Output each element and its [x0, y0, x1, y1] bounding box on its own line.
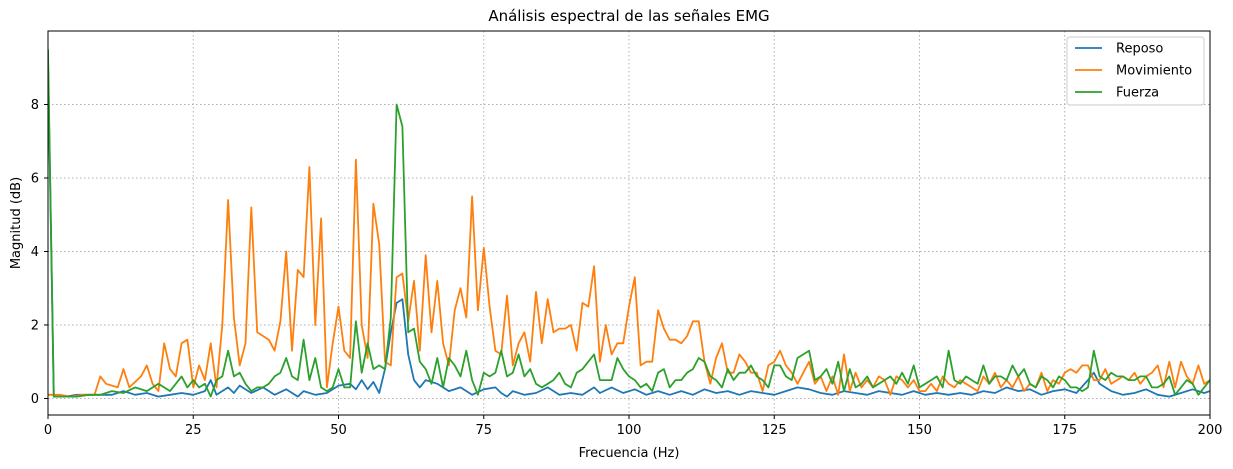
legend-label-reposo: Reposo — [1116, 42, 1163, 57]
x-tick-label: 50 — [330, 423, 347, 438]
series-line-movimiento — [48, 158, 1210, 398]
x-tick-label: 125 — [762, 423, 787, 438]
legend-label-movimiento: Movimiento — [1116, 64, 1192, 79]
series-group — [48, 49, 1210, 398]
y-tick-label: 8 — [31, 98, 39, 113]
y-axis-label: Magnitud (dB) — [9, 177, 24, 269]
x-tick-label: 200 — [1198, 423, 1223, 438]
series-line-reposo — [48, 60, 1210, 398]
y-tick-label: 4 — [31, 245, 39, 260]
axis-ticks: 0 25 50 75 100 125 150 175 200 0 2 4 6 8 — [31, 98, 1223, 438]
x-tick-label: 150 — [907, 423, 932, 438]
x-tick-label: 0 — [44, 423, 52, 438]
y-tick-label: 6 — [31, 171, 39, 186]
x-tick-label: 25 — [185, 423, 202, 438]
x-tick-label: 175 — [1052, 423, 1077, 438]
series-line-fuerza — [48, 49, 1210, 398]
x-axis-label: Frecuencia (Hz) — [579, 446, 680, 461]
legend-label-fuerza: Fuerza — [1116, 86, 1159, 101]
chart-title: Análisis espectral de las señales EMG — [488, 7, 769, 25]
x-tick-label: 100 — [617, 423, 642, 438]
legend-box — [1066, 36, 1205, 106]
x-tick-label: 75 — [475, 423, 492, 438]
y-tick-label: 2 — [31, 318, 39, 333]
y-tick-label: 0 — [31, 392, 39, 407]
legend: Reposo Movimiento Fuerza — [1066, 36, 1205, 106]
